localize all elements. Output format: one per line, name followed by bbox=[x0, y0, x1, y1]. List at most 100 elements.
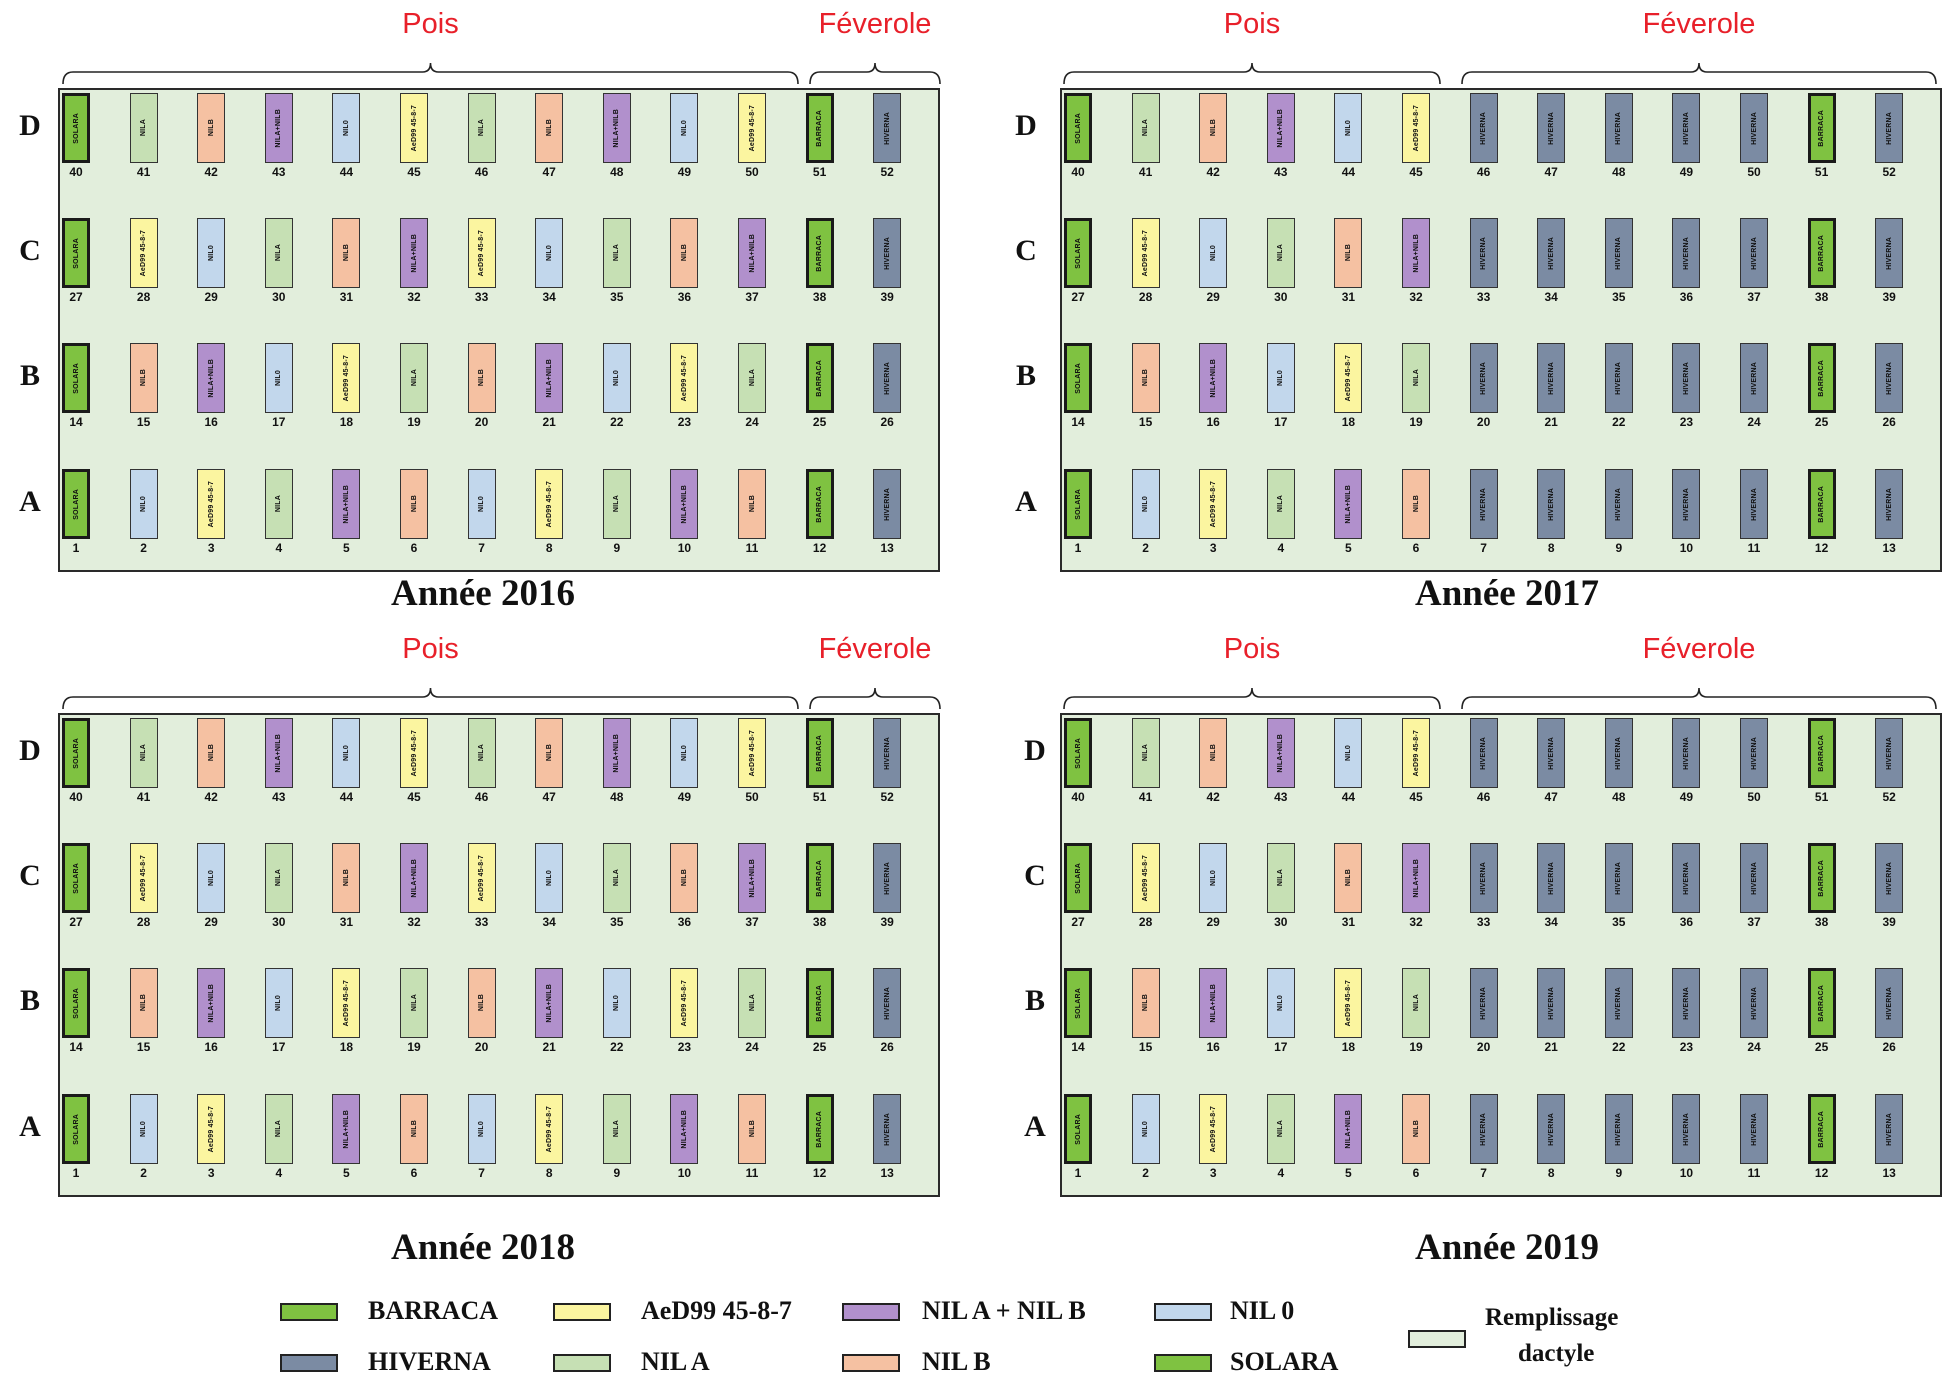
plot-nilab: NILA+NILB bbox=[332, 469, 361, 539]
plot-nilb: NILB bbox=[400, 1094, 428, 1164]
plot-number: 3 bbox=[1209, 1166, 1217, 1180]
plot-label: NILA+NILB bbox=[545, 983, 553, 1023]
plot-solara: SOLARA bbox=[62, 218, 90, 288]
plot-nil0: NIL0 bbox=[602, 968, 631, 1038]
plot-label: AeD99 45-8-7 bbox=[478, 854, 486, 902]
plot-label: HIVERNA bbox=[1750, 236, 1758, 270]
plot-label: NIL0 bbox=[680, 120, 688, 136]
plot-label: HIVERNA bbox=[1750, 1112, 1758, 1146]
plot-label: NILA+NILB bbox=[342, 1109, 350, 1149]
plot-hiverna: HIVERNA bbox=[873, 718, 902, 788]
plot-label: HIVERNA bbox=[1615, 861, 1623, 895]
plot-number: 35 bbox=[1612, 290, 1626, 304]
plot-number: 48 bbox=[1612, 790, 1626, 804]
plot-number: 25 bbox=[1814, 415, 1829, 429]
plot-label: NILA+NILB bbox=[410, 858, 418, 898]
plot-nila: NILA bbox=[602, 843, 631, 913]
plot-nilab: NILA+NILB bbox=[1402, 843, 1430, 913]
plot-aed: AeD99 45-8-7 bbox=[400, 93, 428, 163]
plot-nila: NILA bbox=[602, 218, 631, 288]
plot-nilab: NILA+NILB bbox=[264, 93, 293, 163]
plot-label: HIVERNA bbox=[1750, 861, 1758, 895]
row-label-b: B bbox=[1024, 984, 1045, 1017]
plot-nila: NILA bbox=[1131, 718, 1160, 788]
plot-nila: NILA bbox=[1266, 1094, 1295, 1164]
plot-number: 26 bbox=[1882, 415, 1896, 429]
plot-label: NILA+NILB bbox=[1344, 484, 1352, 524]
plot-aed: AeD99 45-8-7 bbox=[535, 469, 564, 539]
plot-number: 6 bbox=[410, 1166, 418, 1180]
plot-label: HIVERNA bbox=[1480, 236, 1488, 270]
plot-number: 34 bbox=[1544, 290, 1558, 304]
plot-nilab: NILA+NILB bbox=[400, 843, 428, 913]
plot-label: NILA+NILB bbox=[1209, 983, 1217, 1023]
plot-nila: NILA bbox=[264, 218, 293, 288]
plot-label: NILB bbox=[1142, 369, 1150, 387]
plot-number: 10 bbox=[1679, 1166, 1694, 1180]
plot-number: 50 bbox=[1747, 790, 1761, 804]
plot-number: 37 bbox=[745, 290, 759, 304]
plot-nilb: NILB bbox=[129, 343, 158, 413]
plot-label: AeD99 45-8-7 bbox=[680, 979, 688, 1027]
plot-number: 37 bbox=[745, 915, 759, 929]
plot-number: 34 bbox=[542, 915, 556, 929]
plot-number: 52 bbox=[880, 165, 894, 179]
plot-number: 28 bbox=[136, 290, 151, 304]
plot-nilab: NILA+NILB bbox=[197, 343, 226, 413]
plot-nil0: NIL0 bbox=[264, 343, 293, 413]
plot-number: 9 bbox=[613, 1166, 621, 1180]
plot-number: 27 bbox=[69, 915, 83, 929]
plot-aed: AeD99 45-8-7 bbox=[535, 1094, 564, 1164]
plot-label: BARRACA bbox=[1818, 485, 1826, 523]
plot-number: 6 bbox=[1412, 541, 1420, 555]
plot-number: 17 bbox=[272, 1040, 286, 1054]
plot-hiverna: HIVERNA bbox=[1537, 218, 1566, 288]
plot-nilab: NILA+NILB bbox=[738, 218, 766, 288]
plot-number: 33 bbox=[474, 915, 489, 929]
row-label-c: C bbox=[1015, 234, 1037, 267]
plot-nilb: NILB bbox=[1131, 968, 1160, 1038]
plot-nil0: NIL0 bbox=[197, 218, 226, 288]
plot-number: 11 bbox=[1747, 1166, 1761, 1180]
plot-nilb: NILB bbox=[738, 469, 766, 539]
plot-number: 38 bbox=[812, 915, 827, 929]
plot-number: 19 bbox=[407, 1040, 421, 1054]
plot-number: 33 bbox=[1476, 290, 1491, 304]
plot-number: 26 bbox=[880, 1040, 894, 1054]
plot-nilb: NILB bbox=[1402, 469, 1430, 539]
plot-number: 10 bbox=[677, 541, 692, 555]
plot-label: NILA bbox=[140, 744, 148, 762]
plot-nil0: NIL0 bbox=[1199, 843, 1228, 913]
plot-number: 40 bbox=[69, 790, 83, 804]
plot-hiverna: HIVERNA bbox=[1604, 218, 1633, 288]
plot-number: 42 bbox=[204, 165, 218, 179]
plot-nil0: NIL0 bbox=[1199, 218, 1228, 288]
plot-number: 45 bbox=[1409, 165, 1423, 179]
plot-number: 33 bbox=[1476, 915, 1491, 929]
plot-label: NILB bbox=[1344, 869, 1352, 887]
plot-label: BARRACA bbox=[816, 859, 824, 897]
plot-label: HIVERNA bbox=[883, 361, 891, 395]
plot-label: AeD99 45-8-7 bbox=[680, 354, 688, 402]
plot-nilb: NILB bbox=[332, 843, 361, 913]
row-label-d: D bbox=[19, 734, 41, 767]
plot-solara: SOLARA bbox=[62, 93, 90, 163]
row-label-d: D bbox=[1015, 109, 1037, 142]
plot-label: NIL0 bbox=[1142, 496, 1150, 512]
plot-number: 31 bbox=[1341, 290, 1356, 304]
plot-nila: NILA bbox=[1131, 93, 1160, 163]
plot-barraca: BARRACA bbox=[805, 469, 834, 539]
plot-hiverna: HIVERNA bbox=[1740, 1094, 1768, 1164]
plot-number: 18 bbox=[339, 415, 354, 429]
plot-number: 50 bbox=[1747, 165, 1761, 179]
group-brace bbox=[1461, 62, 1937, 85]
plot-label: NIL0 bbox=[342, 745, 350, 761]
plot-label: AeD99 45-8-7 bbox=[1209, 1105, 1217, 1153]
plot-number: 30 bbox=[1274, 290, 1288, 304]
plot-solara: SOLARA bbox=[62, 968, 90, 1038]
plot-hiverna: HIVERNA bbox=[1672, 218, 1701, 288]
group-label: Pois bbox=[402, 8, 459, 40]
plot-label: AeD99 45-8-7 bbox=[1142, 854, 1150, 902]
plot-number: 32 bbox=[1409, 290, 1423, 304]
plot-label: NILA bbox=[410, 994, 418, 1012]
